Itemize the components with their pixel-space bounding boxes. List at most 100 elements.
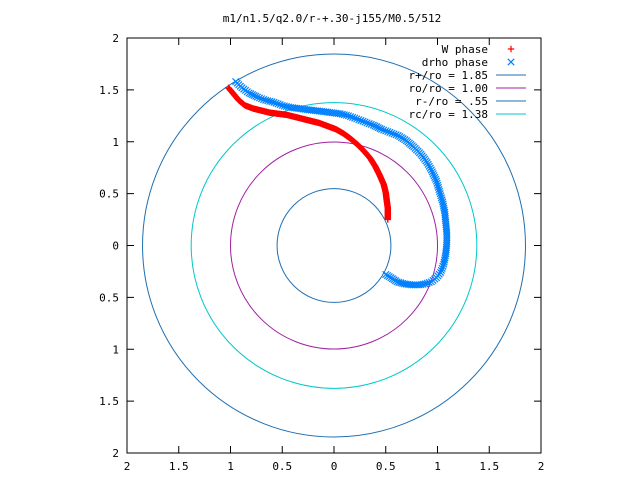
- legend-label: r-/ro = .55: [415, 95, 488, 108]
- drho-phase-point: [355, 116, 363, 124]
- drho-phase-point: [274, 100, 282, 108]
- legend-marker: [507, 45, 515, 53]
- drho-phase-point: [259, 95, 268, 104]
- drho-phase-point: [382, 127, 390, 135]
- legend-label: drho phase: [422, 56, 488, 69]
- drho-phase-point: [336, 110, 344, 118]
- drho-phase-point: [340, 111, 348, 119]
- drho-phase-point: [255, 94, 264, 102]
- drho-phase-point: [377, 125, 386, 133]
- reference-circle: [230, 141, 438, 350]
- y-tick-label: 1: [112, 343, 119, 356]
- drho-phase-point: [357, 116, 365, 125]
- drho-phase-point: [382, 270, 390, 279]
- drho-phase-point: [440, 260, 448, 268]
- drho-phase-point: [268, 98, 276, 106]
- drho-phase-point: [437, 192, 445, 200]
- y-tick-label: 0.5: [99, 188, 119, 201]
- y-tick-label: 2: [112, 32, 119, 45]
- drho-phase-point: [390, 130, 398, 138]
- drho-phase-point: [438, 196, 446, 204]
- reference-circles: [142, 53, 526, 438]
- drho-phase-point: [388, 129, 396, 137]
- drho-phase-point: [427, 278, 435, 286]
- drho-phase-point: [280, 102, 288, 110]
- drho-phase-point: [346, 112, 355, 121]
- drho-phase-point: [423, 279, 431, 287]
- drho-phase-point: [262, 96, 270, 104]
- drho-phase-point: [272, 99, 280, 107]
- drho-phase-point: [435, 187, 444, 196]
- drho-phase-point: [278, 101, 286, 110]
- drho-phase-point: [380, 126, 388, 134]
- drho-phase-point: [282, 102, 291, 111]
- drho-phase-point: [434, 181, 442, 189]
- x-tick-label: 0: [331, 460, 338, 473]
- drho-phase-point: [386, 128, 394, 137]
- drho-phase-point: [392, 131, 400, 139]
- drho-phase-point: [436, 190, 444, 198]
- y-tick-label: 2: [112, 447, 119, 460]
- legend-marker: [507, 58, 515, 66]
- w-phase-point: [384, 216, 392, 223]
- drho-phase-point: [437, 266, 446, 275]
- x-tick-label: 0.5: [376, 460, 396, 473]
- drho-phase-point: [438, 264, 446, 272]
- drho-phase-point: [353, 115, 361, 123]
- reference-circle: [142, 53, 526, 438]
- drho-phase-point: [384, 128, 392, 136]
- drho-phase-point: [440, 258, 448, 266]
- drho-phase-point: [365, 119, 373, 128]
- drho-phase-point: [433, 179, 441, 187]
- drho-phase-point: [367, 120, 375, 128]
- drho-phase-point: [359, 117, 367, 125]
- drho-phase-point: [428, 168, 436, 176]
- drho-phase-point: [432, 177, 441, 185]
- legend-label: rc/ro = 1.38: [409, 108, 488, 121]
- y-tick-label: 1.5: [99, 84, 119, 97]
- drho-phase-point: [342, 111, 351, 119]
- drho-phase-point: [270, 98, 278, 106]
- drho-phase-point: [351, 114, 359, 122]
- reference-circle: [190, 102, 478, 389]
- x-tick-label: 0.5: [272, 460, 292, 473]
- x-tick-label: 1.5: [479, 460, 499, 473]
- drho-phase-point: [264, 97, 272, 105]
- y-tick-label: 0.5: [99, 291, 119, 304]
- drho-phase-point: [437, 194, 446, 202]
- drho-phase-point: [430, 171, 438, 180]
- axis-ticks: 2 1.5 1 0.5 0 0.5 1 1.5 221.510.500.511.52: [99, 32, 544, 473]
- x-tick-label: 1.5: [169, 460, 189, 473]
- drho-phase-point: [435, 185, 443, 194]
- y-tick-label: 1: [112, 136, 119, 149]
- legend-label: ro/ro = 1.00: [409, 82, 488, 95]
- legend-label: W phase: [442, 43, 488, 56]
- drho-phase-point: [349, 113, 357, 121]
- data-points: [225, 77, 451, 289]
- drho-phase-point: [338, 110, 346, 118]
- drho-phase-point: [257, 95, 266, 103]
- drho-phase-point: [344, 112, 353, 120]
- drho-phase-point: [363, 119, 371, 127]
- drho-phase-point: [429, 170, 437, 178]
- drho-phase-point: [253, 93, 262, 101]
- x-tick-label: 2: [124, 460, 131, 473]
- drho-phase-point: [276, 101, 284, 109]
- y-tick-label: 0: [112, 240, 119, 253]
- reference-circle: [276, 188, 392, 303]
- y-tick-label: 1.5: [99, 395, 119, 408]
- drho-phase-point: [431, 173, 439, 182]
- chart-title: m1/n1.5/q2.0/r-+.30-j155/M0.5/512: [223, 12, 442, 25]
- legend-label: r+/ro = 1.85: [409, 69, 488, 82]
- x-tick-label: 1: [434, 460, 441, 473]
- drho-phase-point: [439, 262, 447, 270]
- x-tick-label: 1: [227, 460, 234, 473]
- drho-phase-point: [434, 183, 442, 192]
- drho-phase-point: [361, 118, 369, 126]
- drho-phase-point: [432, 175, 440, 183]
- drho-phase-point: [425, 278, 433, 287]
- x-tick-label: 2: [538, 460, 545, 473]
- drho-phase-point: [266, 97, 274, 105]
